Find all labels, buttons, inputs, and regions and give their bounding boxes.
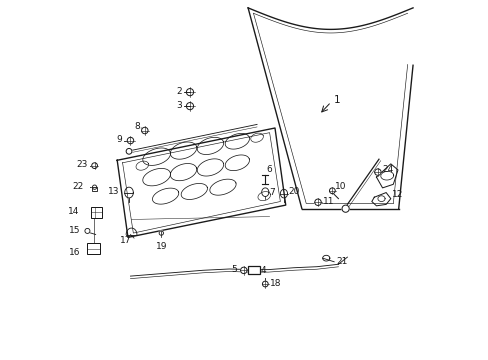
Text: 24: 24 (382, 165, 393, 174)
Circle shape (126, 148, 132, 154)
Circle shape (142, 127, 148, 134)
Text: 15: 15 (69, 226, 80, 235)
Circle shape (85, 228, 90, 233)
Text: 1: 1 (333, 95, 339, 105)
Text: 21: 21 (335, 257, 346, 266)
Circle shape (186, 103, 193, 110)
Bar (86, 243, 100, 253)
Text: 11: 11 (322, 197, 333, 206)
Circle shape (92, 185, 97, 189)
Circle shape (240, 267, 246, 274)
Text: 20: 20 (287, 187, 299, 196)
Text: 10: 10 (334, 182, 346, 191)
Text: 9: 9 (117, 135, 122, 144)
Text: 3: 3 (176, 100, 182, 109)
Circle shape (262, 281, 267, 287)
Bar (91, 207, 102, 218)
Circle shape (186, 89, 193, 96)
Text: 4: 4 (260, 266, 266, 275)
Bar (247, 266, 259, 274)
Circle shape (374, 169, 380, 175)
Text: 7: 7 (269, 188, 275, 197)
Circle shape (329, 188, 335, 194)
Text: 18: 18 (269, 279, 281, 288)
Text: 16: 16 (69, 248, 80, 257)
Text: 14: 14 (68, 207, 80, 216)
Circle shape (127, 137, 133, 144)
Circle shape (92, 163, 97, 168)
Text: 19: 19 (155, 242, 167, 251)
Text: 6: 6 (265, 166, 271, 175)
Circle shape (341, 205, 348, 212)
Circle shape (159, 231, 163, 235)
Text: 23: 23 (76, 161, 87, 170)
Text: 22: 22 (72, 182, 83, 191)
Text: 17: 17 (120, 236, 131, 245)
Bar (92, 187, 97, 192)
Text: 12: 12 (391, 190, 403, 199)
Text: 5: 5 (231, 265, 237, 274)
Text: 8: 8 (134, 122, 140, 131)
Text: 13: 13 (107, 187, 119, 196)
Text: 2: 2 (176, 86, 182, 95)
Circle shape (314, 199, 321, 206)
